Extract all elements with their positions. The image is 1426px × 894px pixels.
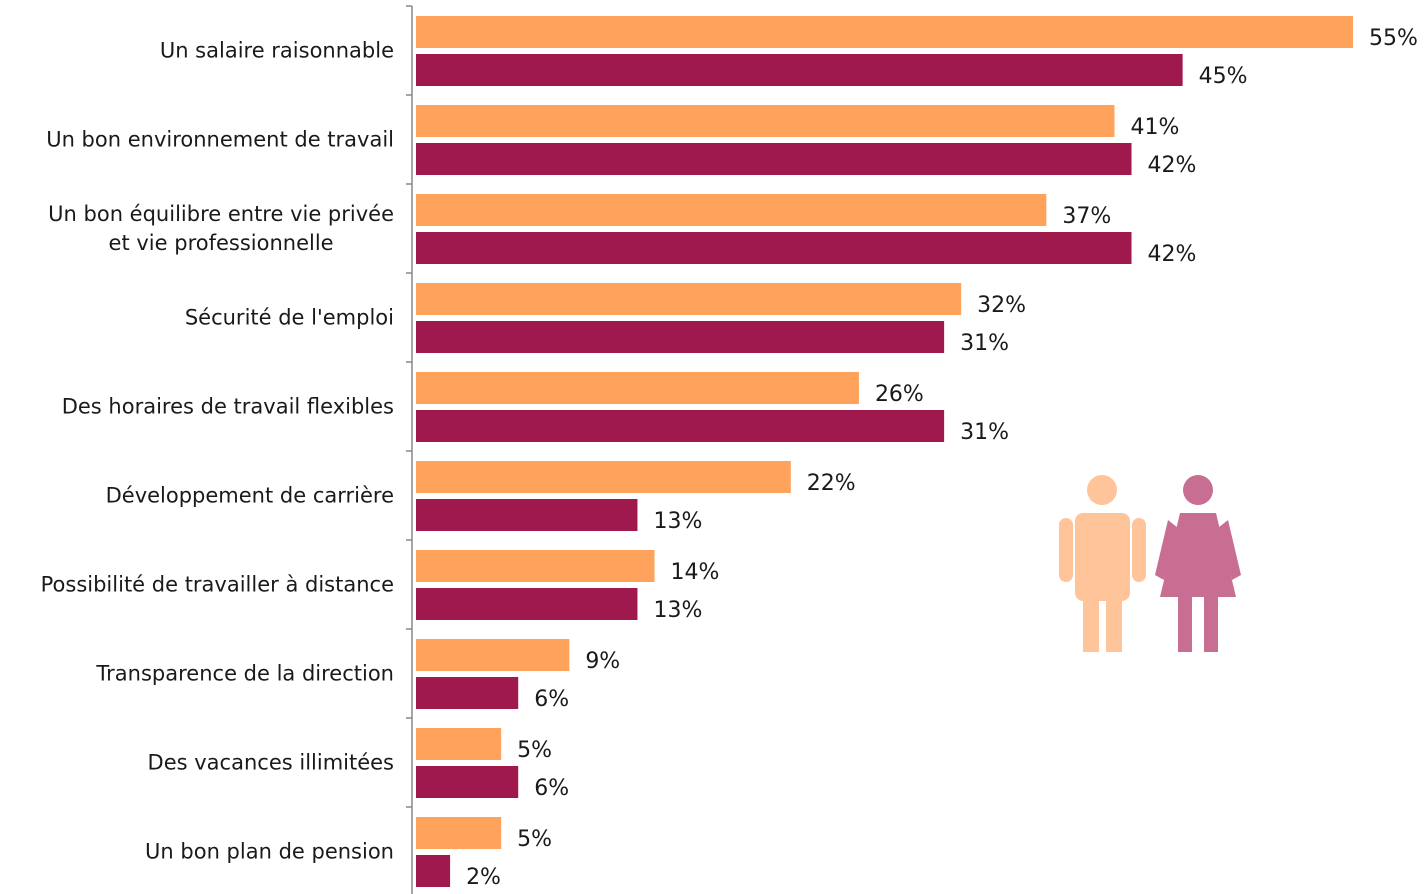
bar <box>416 817 502 849</box>
category-label: Développement de carrière <box>105 483 394 507</box>
value-label: 5% <box>517 827 552 852</box>
bar <box>416 283 962 315</box>
value-label: 6% <box>534 687 569 712</box>
bar <box>416 588 638 620</box>
bar <box>416 372 859 404</box>
value-label: 2% <box>466 865 501 890</box>
value-label: 37% <box>1062 204 1111 229</box>
bar <box>416 855 451 887</box>
value-label: 13% <box>653 598 702 623</box>
value-label: 41% <box>1130 115 1179 140</box>
value-label: 14% <box>671 560 720 585</box>
bar <box>416 728 502 760</box>
value-label: 31% <box>960 331 1009 356</box>
bar <box>416 410 945 442</box>
category-label: Sécurité de l'emploi <box>184 305 394 329</box>
category-label: Un bon équilibre entre vie privée et vie… <box>48 201 394 255</box>
bar <box>416 499 638 531</box>
value-label: 5% <box>517 738 552 763</box>
bar <box>416 194 1047 226</box>
bar <box>416 766 519 798</box>
bar <box>416 16 1353 48</box>
value-label: 42% <box>1148 242 1197 267</box>
bar <box>416 143 1132 175</box>
value-label: 26% <box>875 382 924 407</box>
category-label: Un bon plan de pension <box>145 839 394 863</box>
bar <box>416 461 791 493</box>
bar <box>416 321 945 353</box>
value-label: 9% <box>585 649 620 674</box>
people-icon <box>1059 475 1241 652</box>
bar <box>416 105 1115 137</box>
category-label: Transparence de la direction <box>96 661 394 685</box>
value-label: 13% <box>653 509 702 534</box>
bar <box>416 677 519 709</box>
category-label: Des vacances illimitées <box>147 750 394 774</box>
value-label: 42% <box>1148 153 1197 178</box>
value-label: 31% <box>960 420 1009 445</box>
category-label: Un bon environnement de travail <box>46 127 394 151</box>
value-label: 45% <box>1199 64 1248 89</box>
value-label: 55% <box>1369 26 1418 51</box>
category-label: Des horaires de travail flexibles <box>61 394 394 418</box>
bar <box>416 550 655 582</box>
category-label: Un salaire raisonnable <box>159 38 394 62</box>
category-label: Possibilité de travailler à distance <box>40 572 394 596</box>
bar <box>416 639 570 671</box>
value-label: 22% <box>807 471 856 496</box>
value-label: 32% <box>977 293 1026 318</box>
bar <box>416 232 1132 264</box>
value-label: 6% <box>534 776 569 801</box>
bar <box>416 54 1183 86</box>
